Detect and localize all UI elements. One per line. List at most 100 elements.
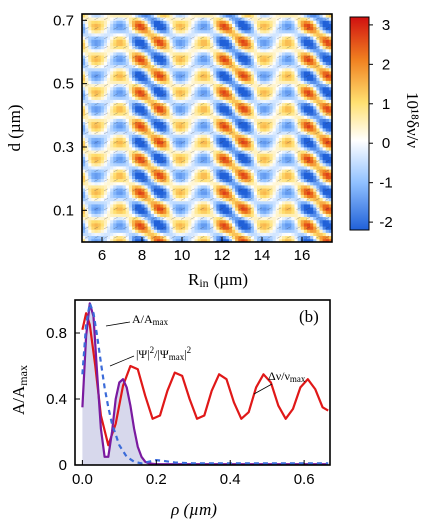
heatmap-cell [207, 137, 211, 142]
heatmap-cell [222, 64, 227, 69]
heatmap-cell [172, 96, 177, 100]
heatmap-cell [163, 99, 167, 104]
heatmap-cell [200, 156, 205, 161]
heatmap-cell [263, 143, 267, 148]
heatmap-cell [260, 112, 264, 116]
heatmap-cell [150, 238, 155, 242]
heatmap-cell [166, 61, 170, 66]
heatmap-cell [169, 23, 174, 28]
heatmap-cell [191, 143, 195, 148]
heatmap-cell [282, 213, 286, 218]
heatmap-cell [263, 93, 267, 97]
heatmap-cell [207, 71, 211, 75]
heatmap-cell [244, 93, 249, 97]
heatmap-cell [244, 219, 249, 224]
heatmap-cell [163, 121, 167, 126]
heatmap-cell [169, 64, 174, 69]
heatmap-cell [219, 200, 224, 205]
heatmap-cell [122, 229, 127, 233]
heatmap-cell [275, 178, 280, 183]
heatmap-cell [150, 45, 155, 50]
heatmap-cell [94, 185, 99, 189]
heatmap-cell [278, 36, 283, 40]
heatmap-cell [191, 140, 195, 145]
heatmap-cell [250, 175, 255, 180]
heatmap-cell [238, 121, 242, 126]
heatmap-cell [85, 115, 89, 119]
heatmap-cell [182, 64, 186, 69]
heatmap-cell [141, 210, 145, 214]
heatmap-cell [97, 80, 102, 85]
heatmap-cell [238, 147, 242, 151]
heatmap-cell [244, 36, 249, 40]
heatmap-cell [200, 232, 205, 237]
heatmap-cell [263, 200, 267, 205]
heatmap-cell [278, 178, 283, 183]
heatmap-cell [144, 204, 149, 208]
heatmap-cell [157, 29, 161, 34]
heatmap-cell [219, 223, 224, 227]
heatmap-cell [257, 150, 261, 154]
heatmap-cell [138, 71, 142, 75]
heatmap-cell [91, 223, 95, 227]
heatmap-cell [141, 42, 145, 47]
heatmap-cell [232, 29, 236, 34]
heatmap-cell [141, 137, 145, 142]
heatmap-cell [116, 96, 120, 100]
heatmap-cell [263, 197, 267, 202]
heatmap-cell [216, 99, 220, 104]
heatmap-cell [228, 105, 233, 110]
heatmap-cell [197, 216, 202, 221]
heatmap-cell [135, 52, 139, 56]
heatmap-cell [278, 86, 283, 91]
heatmap-cell [132, 45, 136, 50]
heatmap-cell [103, 74, 108, 78]
heatmap-cell [175, 159, 180, 164]
heatmap-cell [241, 137, 245, 142]
heatmap-cell [257, 200, 261, 205]
heatmap-cell [138, 162, 142, 167]
heatmap-cell [200, 45, 205, 50]
heatmap-cell [144, 36, 149, 40]
heatmap-cell [272, 226, 277, 230]
heatmap-cell [253, 39, 258, 43]
heatmap-cell [94, 102, 99, 107]
heatmap-cell [291, 118, 295, 123]
heatmap-cell [94, 45, 99, 50]
heatmap-cell [210, 90, 214, 94]
heatmap-cell [153, 80, 158, 85]
heatmap-cell [266, 20, 270, 24]
heatmap-cell [285, 42, 289, 47]
heatmap-cell [175, 86, 180, 91]
heatmap-cell [147, 86, 152, 91]
heatmap-cell [210, 150, 214, 154]
heatmap-cell [150, 166, 155, 170]
heatmap-cell [247, 128, 252, 132]
heatmap-cell [147, 124, 152, 129]
heatmap-cell [282, 210, 286, 214]
heatmap-cell [247, 29, 252, 34]
heatmap-cell [244, 128, 249, 132]
heatmap-cell [119, 26, 124, 31]
heatmap-cell [200, 23, 205, 28]
heatmap-cell [194, 143, 199, 148]
heatmap-cell [266, 77, 270, 81]
heatmap-cell [119, 188, 124, 192]
heatmap-cell [113, 213, 117, 218]
heatmap-cell [182, 194, 186, 199]
heatmap-cell [241, 194, 245, 199]
heatmap-cell [216, 77, 220, 81]
heatmap-cell [188, 216, 192, 221]
heatmap-cell [182, 118, 186, 123]
heatmap-cell [210, 147, 214, 151]
heatmap-cell [285, 223, 289, 227]
heatmap-cell [103, 229, 108, 233]
heatmap-cell [210, 124, 214, 129]
heatmap-cell [125, 232, 130, 237]
heatmap-cell [178, 93, 183, 97]
heatmap-cell [213, 134, 217, 138]
heatmap-cell [260, 169, 264, 173]
heatmap-cell [250, 128, 255, 132]
heatmap-cell [103, 90, 108, 94]
heatmap-cell [213, 67, 217, 72]
